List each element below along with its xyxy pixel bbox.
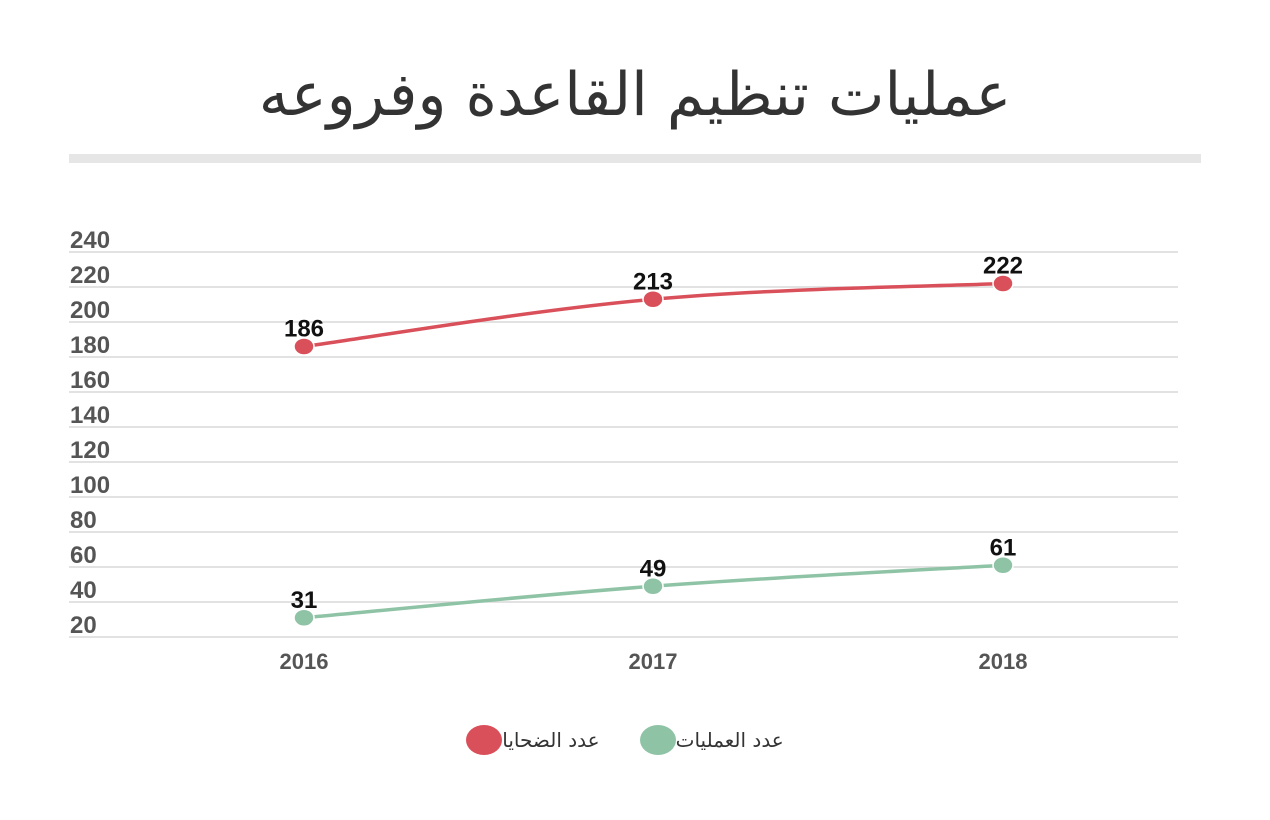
data-point[interactable] bbox=[992, 556, 1014, 575]
y-tick-label: 40 bbox=[70, 577, 97, 604]
y-tick-label: 20 bbox=[70, 612, 97, 639]
y-tick-label: 240 bbox=[70, 227, 110, 254]
y-tick-label: 220 bbox=[70, 262, 110, 289]
y-tick-label: 140 bbox=[70, 402, 110, 429]
y-tick-label: 160 bbox=[70, 367, 110, 394]
data-point[interactable] bbox=[992, 274, 1014, 293]
legend-item-victims: عدد الضحايا bbox=[466, 725, 619, 755]
x-axis-ticks: 2016 2017 2018 bbox=[280, 649, 1028, 674]
y-tick-label: 80 bbox=[70, 507, 97, 534]
grid-lines bbox=[69, 251, 1178, 638]
legend-label-operations: عدد العمليات bbox=[675, 728, 784, 752]
data-label: 31 bbox=[291, 587, 318, 614]
legend-swatch-operations bbox=[639, 725, 676, 755]
legend: عدد الضحايا عدد العمليات bbox=[0, 718, 1270, 762]
x-tick-label: 2018 bbox=[979, 649, 1028, 674]
y-tick-label: 180 bbox=[70, 332, 110, 359]
legend-swatch-victims bbox=[466, 725, 503, 755]
data-point[interactable] bbox=[642, 290, 664, 309]
y-tick-label: 120 bbox=[70, 437, 110, 464]
data-point[interactable] bbox=[293, 608, 315, 627]
y-axis-ticks: 20 40 60 80 100 120 140 160 180 200 220 240 bbox=[70, 227, 110, 639]
x-tick-label: 2016 bbox=[280, 649, 329, 674]
y-tick-label: 200 bbox=[70, 297, 110, 324]
data-label: 49 bbox=[640, 555, 667, 582]
chart-title: عمليات تنظيم القاعدة وفروعه bbox=[258, 60, 1012, 130]
data-point[interactable] bbox=[642, 577, 664, 596]
data-label: 213 bbox=[633, 268, 673, 295]
data-label: 186 bbox=[284, 316, 324, 343]
title-divider bbox=[69, 154, 1201, 163]
y-tick-label: 60 bbox=[70, 542, 97, 569]
data-label: 222 bbox=[983, 253, 1023, 280]
y-tick-label: 100 bbox=[70, 472, 110, 499]
data-label: 61 bbox=[990, 534, 1017, 561]
legend-item-operations: عدد العمليات bbox=[639, 725, 804, 755]
legend-label-victims: عدد الضحايا bbox=[502, 728, 600, 752]
series-group: 186 213 222 31 49 61 bbox=[284, 253, 1023, 627]
data-point[interactable] bbox=[293, 337, 315, 356]
x-tick-label: 2017 bbox=[629, 649, 678, 674]
